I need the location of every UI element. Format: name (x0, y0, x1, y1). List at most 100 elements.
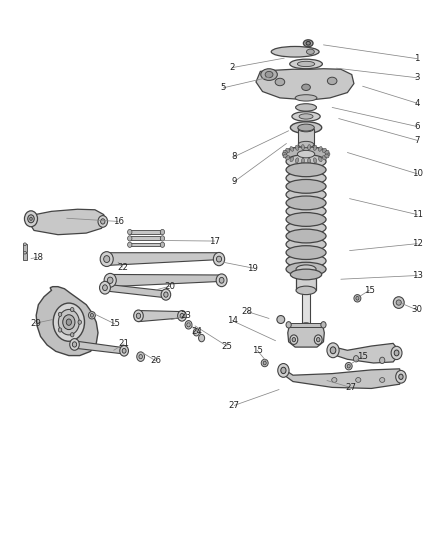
Ellipse shape (127, 242, 132, 247)
Text: 13: 13 (412, 271, 423, 280)
Ellipse shape (314, 146, 317, 150)
Ellipse shape (277, 316, 285, 324)
Bar (130, 230, 160, 233)
Ellipse shape (325, 150, 329, 154)
Ellipse shape (295, 146, 299, 150)
Ellipse shape (58, 328, 62, 332)
Text: 27: 27 (229, 401, 240, 410)
Ellipse shape (164, 292, 168, 297)
Ellipse shape (101, 219, 105, 224)
Ellipse shape (286, 246, 326, 260)
Ellipse shape (139, 354, 142, 359)
Text: 10: 10 (412, 169, 423, 178)
Text: 2: 2 (230, 63, 235, 72)
Text: 9: 9 (232, 177, 237, 186)
Ellipse shape (290, 269, 322, 280)
Text: 11: 11 (412, 210, 423, 219)
Ellipse shape (301, 158, 304, 164)
Ellipse shape (63, 315, 75, 329)
Ellipse shape (297, 61, 315, 67)
Ellipse shape (136, 313, 141, 318)
Polygon shape (281, 367, 402, 389)
Text: 1: 1 (414, 54, 420, 63)
Ellipse shape (317, 337, 320, 342)
Ellipse shape (160, 242, 165, 247)
Polygon shape (104, 284, 167, 298)
Text: 29: 29 (30, 319, 41, 328)
Ellipse shape (295, 158, 299, 163)
Text: 15: 15 (109, 319, 120, 328)
Ellipse shape (28, 215, 34, 223)
Text: 21: 21 (119, 340, 130, 349)
Ellipse shape (322, 148, 326, 152)
Ellipse shape (53, 303, 85, 341)
Ellipse shape (187, 322, 190, 327)
Ellipse shape (307, 158, 311, 164)
Ellipse shape (278, 364, 289, 377)
Ellipse shape (302, 84, 311, 91)
Polygon shape (106, 253, 220, 265)
Bar (296, 269, 316, 290)
Ellipse shape (325, 152, 330, 156)
Ellipse shape (122, 349, 126, 353)
Ellipse shape (71, 333, 74, 337)
Ellipse shape (25, 211, 38, 227)
Ellipse shape (399, 374, 403, 379)
Ellipse shape (72, 342, 77, 347)
Ellipse shape (286, 262, 326, 276)
Ellipse shape (347, 365, 350, 368)
Ellipse shape (127, 236, 132, 241)
Polygon shape (288, 325, 324, 347)
Ellipse shape (193, 328, 199, 336)
Ellipse shape (263, 361, 266, 365)
Ellipse shape (330, 347, 336, 354)
Ellipse shape (298, 125, 314, 132)
Text: 14: 14 (226, 316, 237, 325)
Ellipse shape (391, 346, 402, 360)
Ellipse shape (107, 277, 113, 284)
Text: 7: 7 (414, 136, 420, 145)
Polygon shape (137, 311, 184, 321)
Text: 17: 17 (209, 237, 220, 246)
Ellipse shape (78, 320, 81, 324)
Bar (130, 243, 160, 246)
Ellipse shape (356, 296, 359, 300)
Ellipse shape (292, 112, 320, 121)
Ellipse shape (298, 141, 314, 148)
Text: 3: 3 (414, 73, 420, 82)
Text: 4: 4 (414, 99, 420, 108)
Ellipse shape (296, 265, 316, 273)
Text: 28: 28 (242, 307, 253, 316)
Ellipse shape (216, 274, 227, 287)
Ellipse shape (66, 319, 71, 325)
Ellipse shape (161, 289, 171, 300)
Ellipse shape (354, 295, 361, 302)
Ellipse shape (322, 156, 326, 160)
Ellipse shape (283, 154, 287, 158)
Ellipse shape (396, 300, 401, 305)
Text: 5: 5 (221, 83, 226, 92)
Ellipse shape (286, 204, 326, 218)
Ellipse shape (213, 253, 225, 266)
Polygon shape (108, 274, 223, 287)
Text: 15: 15 (357, 352, 368, 361)
Ellipse shape (356, 377, 361, 382)
Ellipse shape (286, 213, 326, 227)
Ellipse shape (302, 322, 311, 327)
Bar (23, 244, 27, 252)
Ellipse shape (290, 122, 322, 133)
Ellipse shape (286, 237, 326, 251)
Ellipse shape (282, 152, 286, 156)
Ellipse shape (396, 370, 406, 383)
Ellipse shape (286, 254, 326, 268)
Ellipse shape (307, 144, 311, 150)
Ellipse shape (314, 158, 317, 163)
Ellipse shape (99, 281, 110, 294)
Ellipse shape (58, 312, 62, 317)
Ellipse shape (271, 46, 319, 57)
Ellipse shape (297, 150, 315, 158)
Ellipse shape (180, 313, 184, 318)
Ellipse shape (198, 334, 205, 342)
Text: 30: 30 (412, 305, 423, 314)
Ellipse shape (318, 147, 322, 151)
